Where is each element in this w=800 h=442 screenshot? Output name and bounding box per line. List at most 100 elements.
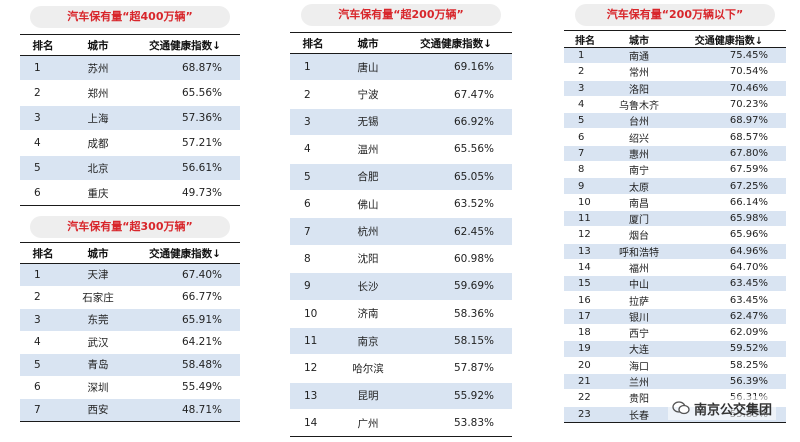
index-cell: 55.92% — [400, 382, 512, 411]
table-header-row: 排名 城市 交通健康指数↓ — [290, 32, 512, 54]
index-cell: 59.69% — [400, 272, 512, 301]
rank-cell: 6 — [20, 376, 66, 399]
col-header-city: 城市 — [66, 34, 130, 56]
table-row: 16 拉萨 63.45% — [564, 291, 786, 309]
table-row: 6 佛山 63.52% — [290, 190, 512, 219]
index-cell: 58.15% — [400, 327, 512, 356]
watermark-text: 南京公交集团 — [693, 402, 772, 418]
panel-title: 汽车保有量“超400万辆” — [30, 6, 230, 28]
table-row: 5 台州 68.97% — [564, 112, 786, 130]
index-cell: 55.49% — [130, 376, 240, 399]
table-row: 12 哈尔滨 57.87% — [290, 354, 512, 383]
index-cell: 68.97% — [672, 112, 786, 130]
index-cell: 48.71% — [130, 398, 240, 422]
index-cell: 67.59% — [672, 161, 786, 179]
rank-cell: 1 — [564, 47, 606, 65]
city-cell: 上海 — [66, 105, 130, 131]
rank-cell: 19 — [564, 340, 606, 358]
city-cell: 银川 — [606, 308, 672, 326]
city-cell: 西安 — [66, 398, 130, 422]
panel-over-3m: 汽车保有量“超300万辆” 排名 城市 交通健康指数↓ 1 天津 67.40% 2 石家… — [20, 216, 240, 422]
city-cell: 呼和浩特 — [606, 243, 672, 260]
table-row: 5 青岛 58.48% — [20, 353, 240, 377]
city-cell: 拉萨 — [606, 291, 672, 309]
index-cell: 66.92% — [400, 108, 512, 137]
col-header-index: 交通健康指数↓ — [130, 34, 240, 56]
table-row: 3 无锡 66.92% — [290, 108, 512, 137]
city-cell: 烟台 — [606, 226, 672, 244]
table-row: 8 沈阳 60.98% — [290, 245, 512, 274]
city-cell: 中山 — [606, 275, 672, 293]
col-header-city: 城市 — [336, 32, 400, 54]
table-row: 4 武汉 64.21% — [20, 331, 240, 354]
table-row: 9 太原 67.25% — [564, 177, 786, 195]
panel-title: 汽车保有量“200万辆以下” — [575, 4, 775, 26]
table-row: 1 唐山 69.16% — [290, 53, 512, 82]
rank-cell: 2 — [20, 80, 66, 106]
panel-title: 汽车保有量“超300万辆” — [30, 216, 230, 238]
city-cell: 重庆 — [66, 180, 130, 206]
index-cell: 70.23% — [672, 96, 786, 114]
rank-cell: 21 — [564, 373, 606, 391]
index-cell: 63.45% — [672, 275, 786, 293]
city-cell: 青岛 — [66, 353, 130, 377]
table-row: 2 宁波 67.47% — [290, 80, 512, 109]
rank-cell: 10 — [564, 194, 606, 211]
city-cell: 合肥 — [336, 163, 400, 191]
table-row: 7 杭州 62.45% — [290, 217, 512, 246]
table-row: 1 南通 75.45% — [564, 47, 786, 65]
table-row: 5 北京 56.61% — [20, 155, 240, 181]
city-cell: 长沙 — [336, 272, 400, 301]
rank-cell: 13 — [564, 243, 606, 260]
rank-cell: 6 — [290, 190, 336, 219]
city-cell: 太原 — [606, 177, 672, 195]
index-cell: 70.46% — [672, 80, 786, 97]
table-row: 14 广州 53.83% — [290, 409, 512, 438]
rank-cell: 2 — [564, 63, 606, 81]
city-cell: 常州 — [606, 63, 672, 81]
city-cell: 西宁 — [606, 324, 672, 342]
panel-title: 汽车保有量“超200万辆” — [301, 4, 501, 26]
rank-cell: 2 — [20, 286, 66, 309]
city-cell: 佛山 — [336, 190, 400, 219]
index-cell: 67.40% — [130, 263, 240, 287]
index-cell: 63.52% — [400, 190, 512, 219]
ranking-table: 排名 城市 交通健康指数↓ 1 南通 75.45% 2 常州 70.54% 3 洛阳 70.46… — [564, 30, 786, 423]
city-cell: 哈尔滨 — [336, 354, 400, 383]
city-cell: 南通 — [606, 47, 672, 65]
rank-cell: 17 — [564, 308, 606, 326]
col-header-index: 交通健康指数↓ — [130, 242, 240, 264]
city-cell: 北京 — [66, 155, 130, 181]
ranking-table: 排名 城市 交通健康指数↓ 1 唐山 69.16% 2 宁波 67.47% 3 无锡 66.92… — [290, 32, 512, 438]
rank-cell: 16 — [564, 291, 606, 309]
rank-cell: 2 — [290, 80, 336, 109]
city-cell: 大连 — [606, 340, 672, 358]
col-header-rank: 排名 — [20, 34, 66, 56]
table-row: 13 昆明 55.92% — [290, 382, 512, 411]
ranking-table: 排名 城市 交通健康指数↓ 1 天津 67.40% 2 石家庄 66.77% 3 东莞 65.9… — [20, 242, 240, 422]
city-cell: 台州 — [606, 112, 672, 130]
table-row: 1 苏州 68.87% — [20, 55, 240, 81]
rank-cell: 4 — [564, 96, 606, 114]
city-cell: 唐山 — [336, 53, 400, 82]
rank-cell: 5 — [20, 353, 66, 377]
rank-cell: 4 — [20, 130, 66, 156]
index-cell: 65.96% — [672, 226, 786, 244]
rank-cell: 18 — [564, 324, 606, 342]
rank-cell: 4 — [290, 135, 336, 164]
city-cell: 石家庄 — [66, 286, 130, 309]
index-cell: 49.73% — [130, 180, 240, 206]
rank-cell: 5 — [20, 155, 66, 181]
index-cell: 67.47% — [400, 80, 512, 109]
city-cell: 福州 — [606, 259, 672, 277]
rank-cell: 6 — [564, 128, 606, 146]
table-row: 6 深圳 55.49% — [20, 376, 240, 399]
table-row: 6 重庆 49.73% — [20, 180, 240, 206]
index-cell: 60.98% — [400, 245, 512, 274]
table-row: 20 海口 58.25% — [564, 357, 786, 374]
index-cell: 75.45% — [672, 47, 786, 65]
city-cell: 深圳 — [66, 376, 130, 399]
rank-cell: 1 — [20, 263, 66, 287]
index-cell: 56.39% — [672, 373, 786, 391]
city-cell: 南京 — [336, 327, 400, 356]
